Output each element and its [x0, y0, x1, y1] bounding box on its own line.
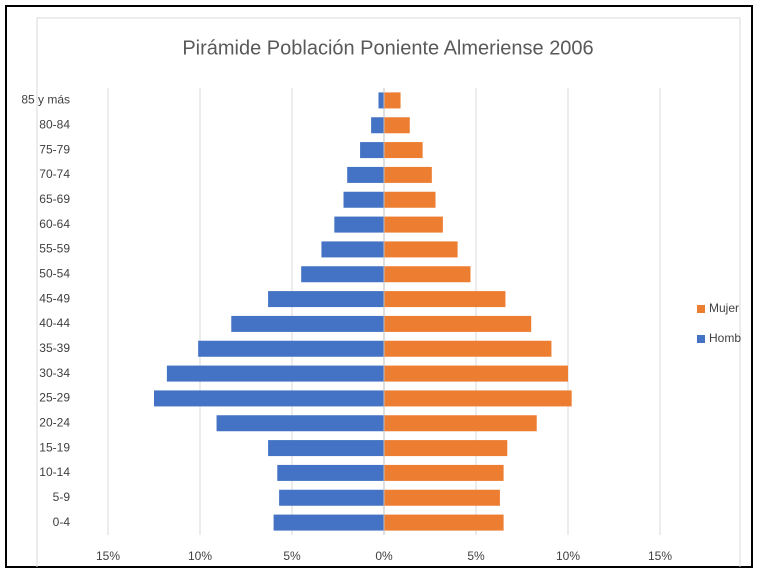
chart-title: Pirámide Población Poniente Almeriense 2…: [182, 37, 593, 59]
x-tick-label: 5%: [467, 549, 485, 563]
y-tick-label: 50-54: [39, 266, 70, 280]
bar: [268, 291, 384, 308]
y-tick-label: 80-84: [39, 117, 70, 131]
bar: [216, 415, 384, 432]
legend-label: Mujer: [709, 301, 739, 315]
legend-swatch: [697, 335, 705, 343]
x-tick-label: 0%: [375, 549, 393, 563]
bar: [347, 166, 384, 183]
x-tick-label: 15%: [648, 549, 672, 563]
bar: [384, 266, 471, 283]
y-tick-label: 70-74: [39, 167, 70, 181]
bar: [384, 241, 458, 258]
y-tick-label: 10-14: [39, 465, 70, 479]
bar: [231, 315, 384, 332]
bar: [384, 514, 504, 531]
bar: [343, 191, 384, 208]
bar: [384, 216, 443, 233]
chart-frame: [5, 5, 753, 568]
bar: [384, 92, 401, 109]
bar: [371, 117, 384, 134]
bar: [268, 440, 384, 457]
bar: [384, 191, 436, 208]
bar: [384, 166, 432, 183]
legend-swatch: [697, 305, 705, 313]
bar: [384, 117, 410, 134]
bar: [334, 216, 384, 233]
bar: [384, 315, 532, 332]
bar: [273, 514, 384, 531]
bar: [279, 489, 384, 506]
y-tick-label: 25-29: [39, 391, 70, 405]
y-tick-label: 45-49: [39, 291, 70, 305]
y-tick-label: 5-9: [53, 490, 71, 504]
y-tick-label: 30-34: [39, 366, 70, 380]
bar: [301, 266, 384, 283]
x-tick-label: 10%: [556, 549, 580, 563]
x-tick-label: 5%: [283, 549, 301, 563]
bar: [384, 365, 568, 382]
bar: [384, 489, 500, 506]
bar: [321, 241, 384, 258]
y-tick-label: 20-24: [39, 415, 70, 429]
bar: [384, 390, 572, 407]
y-tick-label: 15-19: [39, 440, 70, 454]
bar: [378, 92, 384, 109]
x-tick-label: 15%: [96, 549, 120, 563]
y-tick-label: 35-39: [39, 341, 70, 355]
y-tick-label: 60-64: [39, 217, 70, 231]
y-tick-label: 65-69: [39, 192, 70, 206]
bar: [384, 464, 504, 481]
y-tick-label: 75-79: [39, 142, 70, 156]
x-tick-label: 10%: [188, 549, 212, 563]
bar: [154, 390, 384, 407]
y-tick-label: 0-4: [53, 515, 71, 529]
bar: [277, 464, 384, 481]
legend-label: Homb: [709, 331, 741, 345]
bar: [384, 340, 552, 357]
bar: [198, 340, 384, 357]
bar: [384, 415, 537, 432]
y-tick-label: 40-44: [39, 316, 70, 330]
bar: [384, 142, 423, 159]
y-tick-label: 55-59: [39, 242, 70, 256]
bar: [166, 365, 384, 382]
y-tick-label: 85 y más: [21, 93, 70, 107]
bar: [360, 142, 384, 159]
bar: [384, 440, 508, 457]
plot-frame: [36, 17, 741, 567]
bar: [384, 291, 506, 308]
